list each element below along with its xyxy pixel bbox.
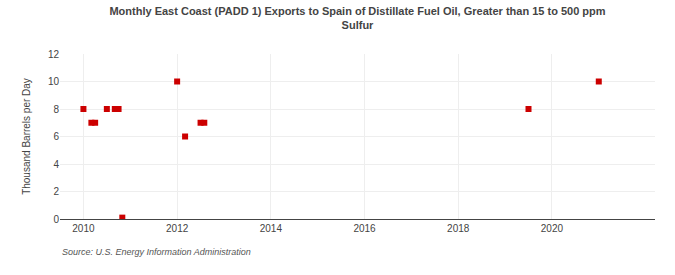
svg-text:Thousand Barrels per Day: Thousand Barrels per Day — [21, 78, 32, 195]
svg-text:2018: 2018 — [447, 223, 470, 234]
svg-text:10: 10 — [48, 76, 60, 87]
svg-text:2012: 2012 — [166, 223, 189, 234]
svg-text:2016: 2016 — [353, 223, 376, 234]
svg-text:2010: 2010 — [72, 223, 95, 234]
svg-text:0: 0 — [53, 214, 59, 225]
svg-text:Monthly East Coast (PADD 1) Ex: Monthly East Coast (PADD 1) Exports to S… — [109, 5, 605, 31]
svg-text:6: 6 — [53, 131, 59, 142]
svg-text:2020: 2020 — [541, 223, 564, 234]
svg-text:4: 4 — [53, 159, 59, 170]
svg-text:2014: 2014 — [260, 223, 283, 234]
svg-text:8: 8 — [53, 104, 59, 115]
svg-text:2: 2 — [53, 186, 59, 197]
svg-text:12: 12 — [48, 49, 60, 60]
svg-text:Source: U.S. Energy Informatio: Source: U.S. Energy Information Administ… — [62, 247, 251, 257]
